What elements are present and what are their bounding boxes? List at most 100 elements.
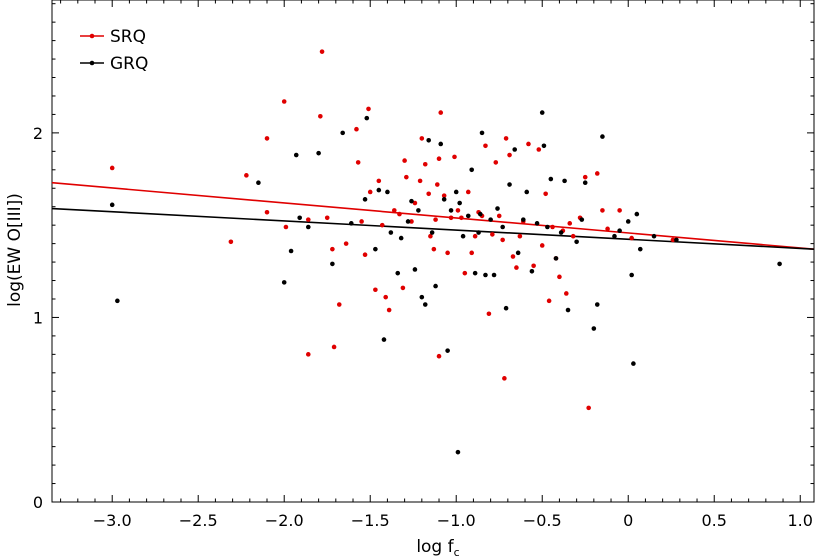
srq-point — [586, 405, 591, 411]
x-tick-label: −1.0 — [437, 511, 476, 530]
srq-point — [594, 171, 600, 176]
srq-point — [318, 113, 323, 119]
grq-point — [381, 337, 387, 342]
srq-point — [366, 106, 371, 112]
grq-point — [288, 248, 294, 254]
grq-point — [594, 302, 600, 307]
grq-point — [441, 197, 447, 202]
srq-point — [305, 217, 311, 222]
grq-point — [634, 211, 640, 217]
x-tick-label: 0.5 — [702, 511, 727, 530]
grq-point — [553, 256, 559, 261]
data-points — [109, 49, 782, 455]
grq-fit-line — [51, 207, 815, 250]
grq-point — [612, 233, 617, 239]
grq-point — [512, 147, 518, 152]
grq-point — [416, 208, 421, 213]
grq-point — [629, 272, 634, 278]
grq-point — [631, 361, 636, 366]
y-axis-label: log(EW O[III]) — [5, 193, 25, 307]
grq-point — [376, 187, 382, 193]
srq-point — [605, 226, 610, 232]
grq-point — [348, 221, 354, 226]
grq-point — [388, 230, 394, 235]
grq-point — [445, 348, 450, 353]
y-tick-label: 1 — [33, 308, 43, 327]
srq-point — [330, 246, 335, 252]
srq-point — [379, 222, 385, 228]
srq-point — [459, 215, 464, 221]
grq-point — [409, 198, 414, 204]
grq-point — [579, 217, 585, 222]
grq-point — [521, 217, 526, 222]
grq-point — [541, 143, 547, 149]
grq-point — [455, 449, 461, 455]
grq-point — [562, 178, 567, 184]
grq-point — [529, 269, 535, 274]
srq-point — [391, 208, 397, 213]
srq-point — [264, 136, 270, 141]
srq-point — [355, 160, 361, 165]
grq-point — [469, 167, 475, 173]
srq-point — [517, 233, 523, 239]
srq-point — [503, 136, 509, 141]
grq-point — [483, 272, 488, 278]
srq-point — [422, 161, 428, 167]
srq-point — [546, 298, 552, 304]
grq-point — [438, 141, 444, 147]
grq-point — [651, 233, 657, 239]
x-tick-label: −0.5 — [523, 511, 562, 530]
grq-point — [524, 189, 530, 195]
srq-point — [109, 165, 115, 171]
grq-point — [457, 200, 462, 206]
srq-point — [402, 158, 407, 163]
grq-point — [340, 130, 345, 136]
srq-point — [670, 237, 676, 243]
legend-srq-label: SRQ — [110, 27, 146, 47]
legend-grq-marker — [89, 60, 95, 66]
srq-point — [448, 215, 454, 221]
grq-point — [426, 137, 431, 143]
grq-point — [565, 307, 571, 313]
srq-point — [543, 191, 548, 197]
x-axis-label-subscript: c — [454, 546, 460, 559]
srq-point — [404, 174, 409, 180]
srq-point — [469, 250, 475, 256]
grq-point — [591, 326, 597, 331]
legend: SRQ GRQ — [80, 27, 148, 74]
srq-point — [419, 136, 425, 141]
srq-point — [462, 270, 468, 276]
grq-point — [491, 272, 497, 278]
srq-point — [244, 173, 249, 178]
grq-point — [115, 298, 120, 304]
legend-grq-label: GRQ — [110, 54, 148, 74]
srq-point — [441, 193, 447, 198]
srq-point — [436, 353, 442, 359]
srq-point — [536, 147, 542, 152]
grq-point — [293, 152, 299, 158]
srq-point — [465, 189, 471, 195]
srq-point — [550, 224, 555, 230]
srq-point — [455, 208, 461, 213]
grq-point — [398, 235, 404, 241]
grq-point — [777, 261, 782, 267]
grq-point — [316, 150, 321, 156]
srq-point — [373, 287, 378, 293]
srq-point — [331, 344, 337, 350]
srq-point — [400, 285, 406, 291]
srq-point — [436, 156, 442, 162]
x-axis-label: log fc — [416, 537, 459, 559]
srq-point — [486, 311, 492, 317]
srq-point — [507, 152, 512, 158]
srq-point — [228, 239, 234, 245]
srq-point — [617, 208, 622, 213]
grq-point — [109, 202, 115, 208]
srq-point — [354, 126, 359, 132]
grq-point — [539, 110, 545, 115]
x-tick-label: −3.0 — [93, 511, 132, 530]
srq-point — [539, 243, 545, 248]
grq-point — [534, 221, 540, 226]
srq-point — [483, 143, 488, 149]
srq-point — [567, 221, 573, 226]
grq-point — [281, 280, 287, 285]
